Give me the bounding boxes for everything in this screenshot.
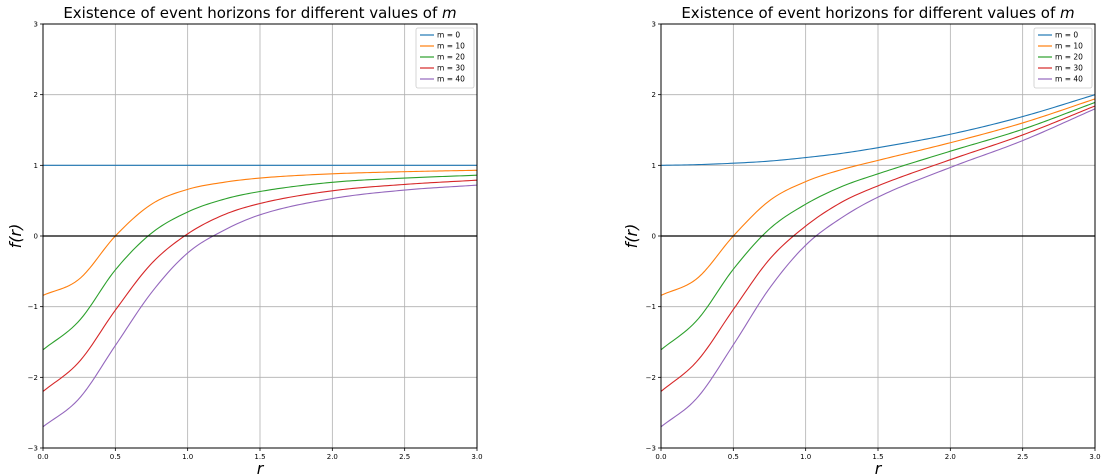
series-line-2 — [42, 174, 478, 351]
x-axis-label: r — [257, 459, 265, 476]
legend-label-4: m = 40 — [437, 75, 465, 84]
chart-title: Existence of event horizons for differen… — [681, 4, 1074, 22]
tick-labels: 0.0 0.5 1.0 1.5 2.0 2.5 3.0 −3 −2 −1 0 1 2 3 — [28, 21, 483, 462]
x-tick-label: 1.0 — [182, 453, 193, 461]
series-line-4 — [42, 184, 478, 428]
x-tick-label: 2.5 — [399, 453, 410, 461]
y-tick-label: 1 — [34, 162, 38, 170]
legend-label-4: m = 40 — [1055, 75, 1083, 84]
x-tick-label: 0.0 — [655, 453, 666, 461]
legend-label-1: m = 10 — [1055, 42, 1083, 51]
series-lines — [42, 164, 478, 428]
legend-label-3: m = 30 — [1055, 64, 1083, 73]
x-tick-label: 3.0 — [1089, 453, 1100, 461]
legend: m = 0 m = 10 m = 20 m = 30 m = 40 — [415, 27, 475, 89]
x-tick-label: 2.0 — [945, 453, 956, 461]
y-tick-label: 2 — [34, 91, 38, 99]
x-tick-label: 2.0 — [327, 453, 338, 461]
x-tick-label: 0.5 — [728, 453, 739, 461]
y-tick-label: 3 — [34, 21, 38, 29]
y-tick-label: 0 — [652, 233, 656, 241]
legend: m = 0 m = 10 m = 20 m = 30 m = 40 — [1033, 27, 1093, 89]
x-tick-label: 2.5 — [1017, 453, 1028, 461]
y-axis-label: f(r) — [622, 224, 641, 249]
legend-label-1: m = 10 — [437, 42, 465, 51]
legend-box — [1033, 27, 1093, 89]
x-tick-label: 0.0 — [37, 453, 48, 461]
chart-title: Existence of event horizons for differen… — [63, 4, 456, 22]
y-tick-label: −1 — [646, 303, 656, 311]
y-tick-label: 3 — [652, 21, 656, 29]
y-tick-label: −1 — [28, 303, 38, 311]
y-axis-label: f(r) — [6, 224, 25, 249]
x-tick-label: 0.5 — [110, 453, 121, 461]
legend-label-2: m = 20 — [437, 53, 465, 62]
x-tick-label: 3.0 — [471, 453, 482, 461]
y-tick-label: −3 — [646, 445, 656, 453]
legend-label-2: m = 20 — [1055, 53, 1083, 62]
x-axis-label: r — [875, 459, 883, 476]
series-line-3 — [42, 179, 478, 392]
y-tick-label: −2 — [646, 374, 656, 382]
series-lines — [660, 94, 1096, 428]
series-line-4 — [660, 108, 1096, 428]
y-tick-label: −3 — [28, 445, 38, 453]
chart-left: Existence of event horizons for differen… — [6, 4, 483, 476]
x-tick-label: 1.5 — [254, 453, 265, 461]
legend-box — [415, 27, 475, 89]
y-tick-label: 0 — [34, 233, 38, 241]
legend-label-0: m = 0 — [437, 31, 460, 40]
series-line-0 — [660, 94, 1096, 166]
x-tick-label: 1.5 — [872, 453, 883, 461]
y-tick-label: 2 — [652, 91, 656, 99]
legend-label-0: m = 0 — [1055, 31, 1078, 40]
chart-right: Existence of event horizons for differen… — [622, 4, 1101, 476]
y-tick-label: 1 — [652, 162, 656, 170]
series-line-2 — [660, 101, 1096, 351]
y-tick-label: −2 — [28, 374, 38, 382]
x-tick-label: 1.0 — [800, 453, 811, 461]
tick-labels: 0.0 0.5 1.0 1.5 2.0 2.5 3.0 −3 −2 −1 0 1 2 3 — [646, 21, 1101, 462]
legend-label-3: m = 30 — [437, 64, 465, 73]
series-line-3 — [660, 105, 1096, 392]
